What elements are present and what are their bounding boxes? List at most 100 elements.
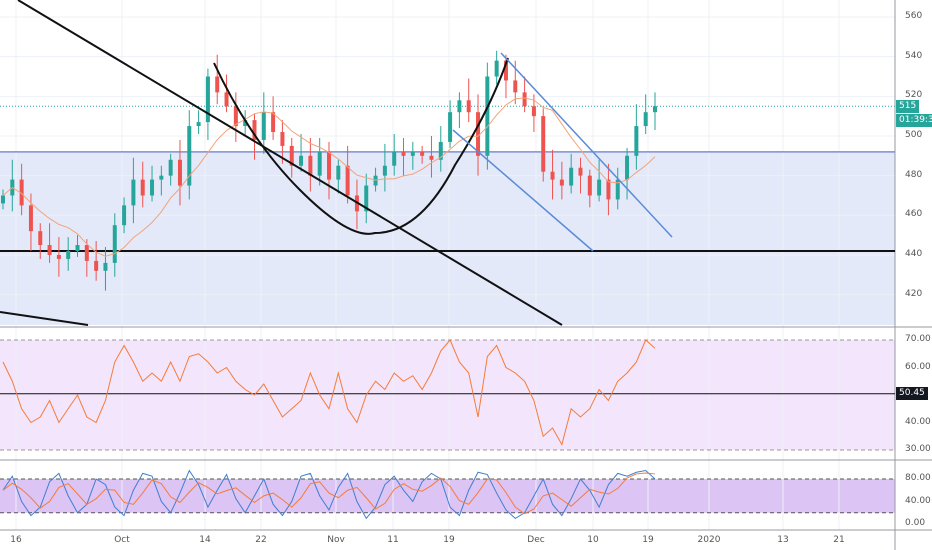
price-tick-label: 460 [905,209,923,220]
candle-body [345,165,350,196]
candle-body [159,175,164,180]
time-tick-label: 19 [642,535,654,545]
candle-body [299,155,304,166]
candle-body [103,262,108,271]
candle-body [392,151,397,166]
candle-body [327,151,331,180]
trendline-down-1 [17,0,563,326]
candle-body [429,155,434,160]
candle-body [476,112,481,156]
price-tick-label: 440 [905,248,923,259]
time-tick-label: 14 [199,535,211,545]
price-tick-label: 560 [905,11,923,21]
candle-body [625,155,630,180]
candle-body [597,179,602,196]
candle-body [66,250,71,259]
candle-body [47,245,52,255]
candle-body [75,245,80,251]
rsi-line [2,339,656,446]
candle-body [243,120,248,127]
candle-body [485,76,490,156]
candle-body [317,151,322,176]
candle-body [280,132,285,146]
candle-body [606,179,611,200]
channel-upper [500,52,673,238]
candle-body [401,151,406,156]
candle-body [615,179,620,200]
candle-body [634,126,639,156]
candle-body [187,126,192,186]
candle-body [531,106,536,117]
candle-body [578,167,583,176]
candle-body [587,175,592,196]
moving-average-line [2,97,656,257]
time-tick-label: 11 [387,535,399,545]
candle-body [494,60,499,77]
rsi-band-bg [0,340,895,450]
rsi-tick-label: 60.00 [905,361,931,372]
candle-body [382,165,387,176]
candle-body [233,106,238,127]
candle-body [569,167,574,186]
candle-body [112,225,117,263]
candle-body [364,185,369,212]
candle-body [215,76,220,93]
candle-body [19,179,24,206]
price-tick-label: 480 [905,169,923,180]
candle-body [550,171,555,180]
time-tick-label: 13 [777,535,789,545]
candle-body [559,179,564,186]
candle-body [84,245,89,261]
time-tick-label: 16 [10,535,22,545]
candle-body [410,151,415,156]
candle-body [466,100,471,113]
candle-body [150,179,155,196]
time-tick-label: 22 [255,535,267,545]
candle-body [1,195,5,204]
time-tick-label: Oct [114,535,130,545]
stoch-tick-label: 0.00 [905,518,926,528]
candle-body [140,179,145,196]
candle-body [643,112,648,127]
trendline-down-2 [0,311,89,326]
candle-body [438,141,443,160]
candle-body [196,122,201,127]
stoch-k-line [2,469,656,520]
candle-body [522,92,527,107]
time-tick-label: 2020 [697,535,721,545]
channel-lower [452,129,594,252]
candle-body [177,159,182,186]
candle-body [122,205,127,226]
time-tick-label: 10 [587,535,599,545]
last-price-label: 515 [896,100,920,113]
price-tick-label: 540 [905,50,923,61]
price-tick-label: 420 [905,288,923,299]
candle-body [289,145,294,166]
candle-body [28,205,33,232]
candle-body [541,116,546,172]
cup-curve [213,57,509,235]
stoch-tick-label: 40.00 [905,495,931,506]
time-tick-label: Dec [527,535,545,545]
candle-body [336,165,341,180]
candle-body [131,179,136,206]
stoch-d-line [2,472,656,515]
candle-body [503,60,508,81]
candle-body [224,92,229,107]
candle-body [308,155,313,176]
candle-body [252,120,257,140]
candle-body [261,112,266,140]
bar-countdown-label: 01:39:34 [896,114,932,127]
stoch-tick-label: 80.00 [905,473,931,483]
time-tick-label: 21 [833,535,845,545]
candle-body [94,260,99,271]
price-tick-label: 520 [905,90,923,101]
candle-body [205,76,210,123]
rsi-tick-label: 40.00 [905,416,931,427]
candle-body [653,106,657,113]
rsi-tick-label: 70.00 [905,334,931,344]
demand-zone [0,151,895,325]
candle-body [271,112,276,133]
time-tick-label: 19 [443,535,455,545]
